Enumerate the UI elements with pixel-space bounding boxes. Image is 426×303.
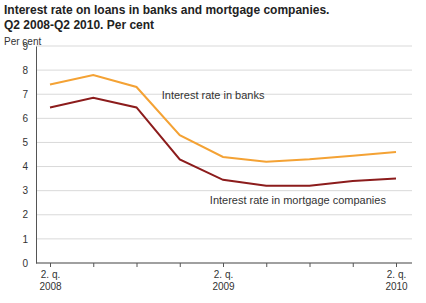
- x-tick-label-line: 2. q.: [41, 269, 60, 280]
- x-tick-mark: [266, 263, 267, 267]
- title: Interest rate on loans in banks and mort…: [4, 3, 329, 17]
- y-tick: 7: [22, 89, 36, 100]
- x-tick-mark: [93, 263, 94, 267]
- grid: [36, 46, 412, 263]
- x-tick-label: 2. q.2010: [385, 269, 408, 292]
- x-tick-mark: [137, 263, 138, 267]
- y-tick: 9: [22, 41, 36, 52]
- subtitle: Q2 2008-Q2 2010. Per cent: [4, 18, 154, 32]
- x-tick: 2. q.2010: [385, 263, 408, 292]
- y-tick: 2: [22, 209, 36, 220]
- x-tick-mark: [396, 263, 397, 267]
- y-axis-line: [36, 47, 37, 264]
- y-tick: 6: [22, 113, 36, 124]
- y-tick-label: 3: [22, 185, 28, 196]
- y-tick-label: 4: [22, 161, 28, 172]
- y-tick-label: 1: [22, 234, 28, 245]
- lines: [50, 75, 396, 186]
- series-line: [50, 98, 396, 186]
- x-tick-label: 2. q.2009: [212, 269, 235, 292]
- x-tick-label-line: 2009: [212, 281, 235, 292]
- series-label: Interest rate in banks: [162, 89, 265, 101]
- x-tick-label-line: 2010: [385, 281, 408, 292]
- y-tick: 4: [22, 161, 36, 172]
- y-tick: 8: [22, 65, 36, 76]
- x-tick-mark: [310, 263, 311, 267]
- y-axis: 0 1 2 3 4 5 6 7 8 9: [22, 41, 36, 269]
- grid-line: [36, 214, 412, 215]
- y-tick: 5: [22, 137, 36, 148]
- x-tick-label-line: 2008: [39, 281, 62, 292]
- series-label: Interest rate in mortgage companies: [210, 194, 387, 206]
- y-tick-label: 5: [22, 137, 28, 148]
- y-tick: 3: [22, 185, 36, 196]
- x-tick: 2. q.2008: [39, 263, 62, 292]
- grid-line: [36, 166, 412, 167]
- chart: Interest rate on loans in banks and mort…: [0, 0, 426, 303]
- grid-line: [36, 190, 412, 191]
- y-tick: 0: [22, 258, 36, 269]
- x-tick-label-line: 2. q.: [387, 269, 406, 280]
- x-tick: [353, 263, 354, 267]
- y-tick-label: 6: [22, 113, 28, 124]
- series-line: [50, 75, 396, 162]
- y-tick: 1: [22, 234, 36, 245]
- y-tick-label: 0: [22, 258, 28, 269]
- y-tick-label: 9: [22, 41, 28, 52]
- x-tick: [93, 263, 94, 267]
- series-labels: Interest rate in banks Interest rate in m…: [162, 89, 387, 206]
- x-tick: [137, 263, 138, 267]
- grid-line: [36, 142, 412, 143]
- grid-line: [36, 46, 412, 47]
- x-tick: 2. q.2009: [212, 263, 235, 292]
- x-tick: [310, 263, 311, 267]
- x-tick: [266, 263, 267, 267]
- y-tick-label: 2: [22, 209, 28, 220]
- grid-line: [36, 238, 412, 239]
- x-tick-mark: [223, 263, 224, 267]
- x-tick-mark: [353, 263, 354, 267]
- x-tick-label-line: 2. q.: [214, 269, 233, 280]
- grid-line: [36, 118, 412, 119]
- x-tick-mark: [50, 263, 51, 267]
- grid-line: [36, 70, 412, 71]
- x-axis: 2. q.20082. q.20092. q.2010: [36, 263, 412, 292]
- y-tick-label: 7: [22, 89, 28, 100]
- x-tick: [180, 263, 181, 267]
- x-tick-label: 2. q.2008: [39, 269, 62, 292]
- y-tick-label: 8: [22, 65, 28, 76]
- x-tick-mark: [180, 263, 181, 267]
